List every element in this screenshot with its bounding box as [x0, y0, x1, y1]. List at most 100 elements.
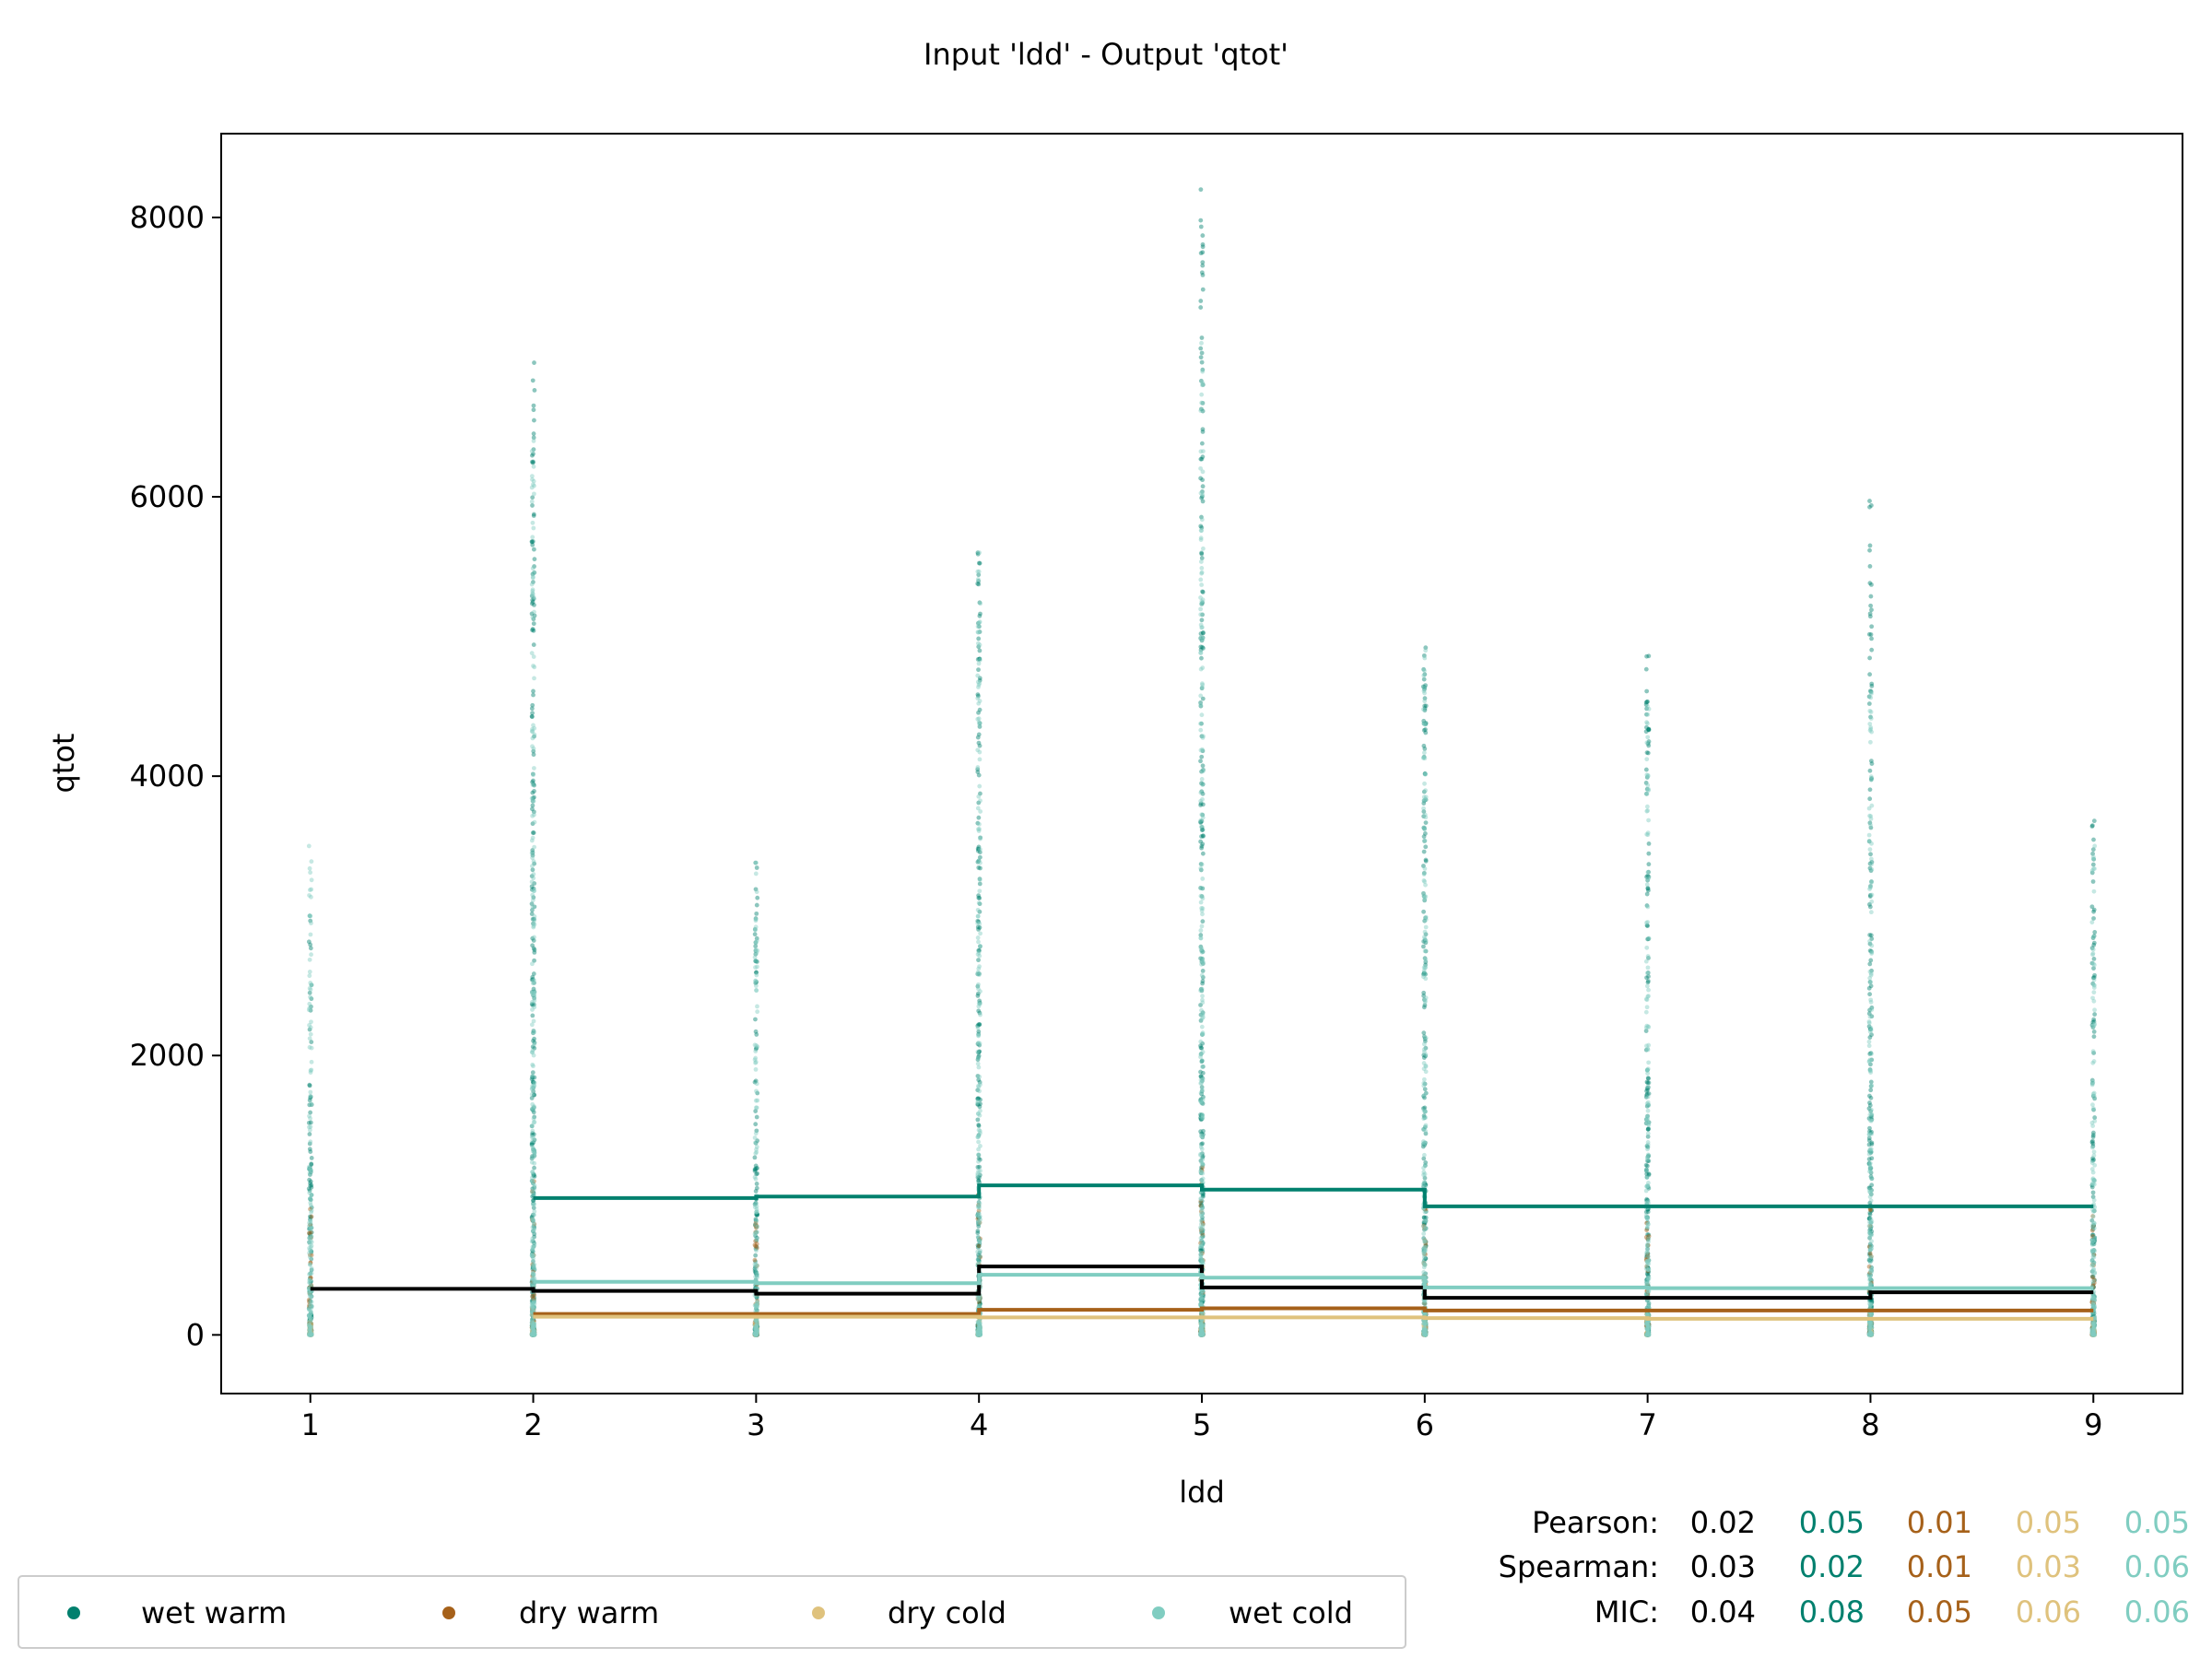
data-point	[532, 1325, 536, 1331]
data-point	[1200, 287, 1206, 292]
data-point	[977, 1180, 982, 1185]
correlation-value: 0.06	[2016, 1594, 2081, 1630]
data-point	[754, 1332, 759, 1337]
data-point	[753, 916, 759, 921]
data-point	[1198, 378, 1204, 383]
data-point	[2089, 1167, 2095, 1171]
data-point	[2090, 1267, 2096, 1273]
data-point	[531, 1329, 536, 1335]
data-point	[308, 1139, 313, 1145]
data-point	[1868, 603, 1874, 608]
data-point	[976, 900, 982, 906]
data-point	[529, 539, 535, 544]
data-point	[976, 641, 981, 646]
data-point	[1200, 1330, 1206, 1335]
data-point	[532, 1231, 537, 1237]
data-point	[1198, 1291, 1204, 1297]
data-point	[529, 1324, 535, 1330]
data-point	[530, 1218, 535, 1224]
legend-label-dry-cold: dry cold	[888, 1595, 1006, 1630]
data-point	[1199, 789, 1205, 794]
data-point	[531, 621, 536, 627]
data-point	[755, 1235, 759, 1241]
data-point	[1868, 1207, 1873, 1213]
data-point	[1200, 499, 1206, 504]
data-point	[531, 1331, 536, 1336]
data-point	[976, 1223, 982, 1229]
data-point	[531, 1327, 536, 1332]
data-point	[975, 735, 981, 740]
data-point	[308, 981, 313, 985]
data-point	[531, 1218, 535, 1222]
data-point	[1869, 943, 1875, 948]
data-point	[977, 1301, 982, 1307]
data-point	[529, 1320, 535, 1325]
data-point	[307, 1044, 312, 1050]
data-point	[1867, 655, 1873, 661]
data-point	[530, 1332, 535, 1337]
data-point	[1198, 1326, 1204, 1331]
data-point	[977, 600, 982, 606]
data-point	[307, 1293, 312, 1299]
data-point	[1200, 959, 1206, 964]
data-point	[308, 1181, 312, 1186]
data-point	[530, 1236, 535, 1241]
data-point	[975, 1164, 981, 1170]
data-point	[307, 1220, 312, 1226]
data-point	[532, 935, 536, 940]
data-point	[307, 1318, 312, 1324]
data-point	[1199, 845, 1205, 851]
data-point	[307, 1289, 312, 1295]
data-point	[529, 879, 535, 885]
data-point	[977, 1318, 982, 1324]
data-point	[1645, 1312, 1651, 1317]
data-point	[977, 620, 982, 626]
data-point	[1198, 1196, 1204, 1202]
data-point	[1200, 1331, 1205, 1336]
data-point	[754, 1088, 759, 1094]
data-point	[1867, 543, 1873, 548]
data-point	[1199, 1238, 1205, 1243]
data-point	[1200, 635, 1206, 641]
data-point	[1198, 1039, 1204, 1044]
data-point	[531, 971, 536, 976]
data-point	[976, 1304, 982, 1310]
data-point	[975, 1332, 981, 1337]
data-point	[307, 973, 312, 979]
data-point	[1199, 988, 1205, 994]
data-point	[1200, 841, 1206, 847]
data-point	[752, 1331, 758, 1336]
data-point	[530, 771, 535, 777]
data-point	[1200, 1206, 1206, 1210]
legend-label-wet-cold: wet cold	[1229, 1595, 1353, 1630]
data-point	[531, 1321, 536, 1326]
data-point	[752, 1332, 758, 1337]
data-point	[1198, 1090, 1204, 1096]
data-point	[531, 809, 536, 815]
data-point	[1645, 1100, 1651, 1105]
data-point	[1199, 550, 1204, 556]
data-point	[1867, 1194, 1873, 1200]
data-point	[755, 1324, 760, 1330]
data-point	[1198, 801, 1204, 806]
data-point	[1423, 1035, 1429, 1041]
data-point	[1422, 1250, 1428, 1255]
data-point	[531, 628, 536, 633]
data-point	[306, 1306, 312, 1312]
data-point	[1869, 624, 1875, 629]
data-point	[1200, 981, 1206, 986]
data-point	[1646, 706, 1652, 712]
data-point	[1199, 1300, 1205, 1305]
data-point	[307, 1027, 312, 1032]
data-point	[975, 1213, 981, 1218]
data-point	[308, 1331, 313, 1336]
data-point	[530, 1170, 535, 1174]
data-point	[530, 867, 535, 873]
data-point	[1199, 1229, 1205, 1234]
data-point	[531, 571, 536, 576]
data-point	[1199, 721, 1204, 726]
data-point	[754, 1324, 759, 1330]
data-point	[309, 1205, 314, 1210]
data-point	[1645, 699, 1650, 704]
data-point	[753, 1059, 759, 1065]
